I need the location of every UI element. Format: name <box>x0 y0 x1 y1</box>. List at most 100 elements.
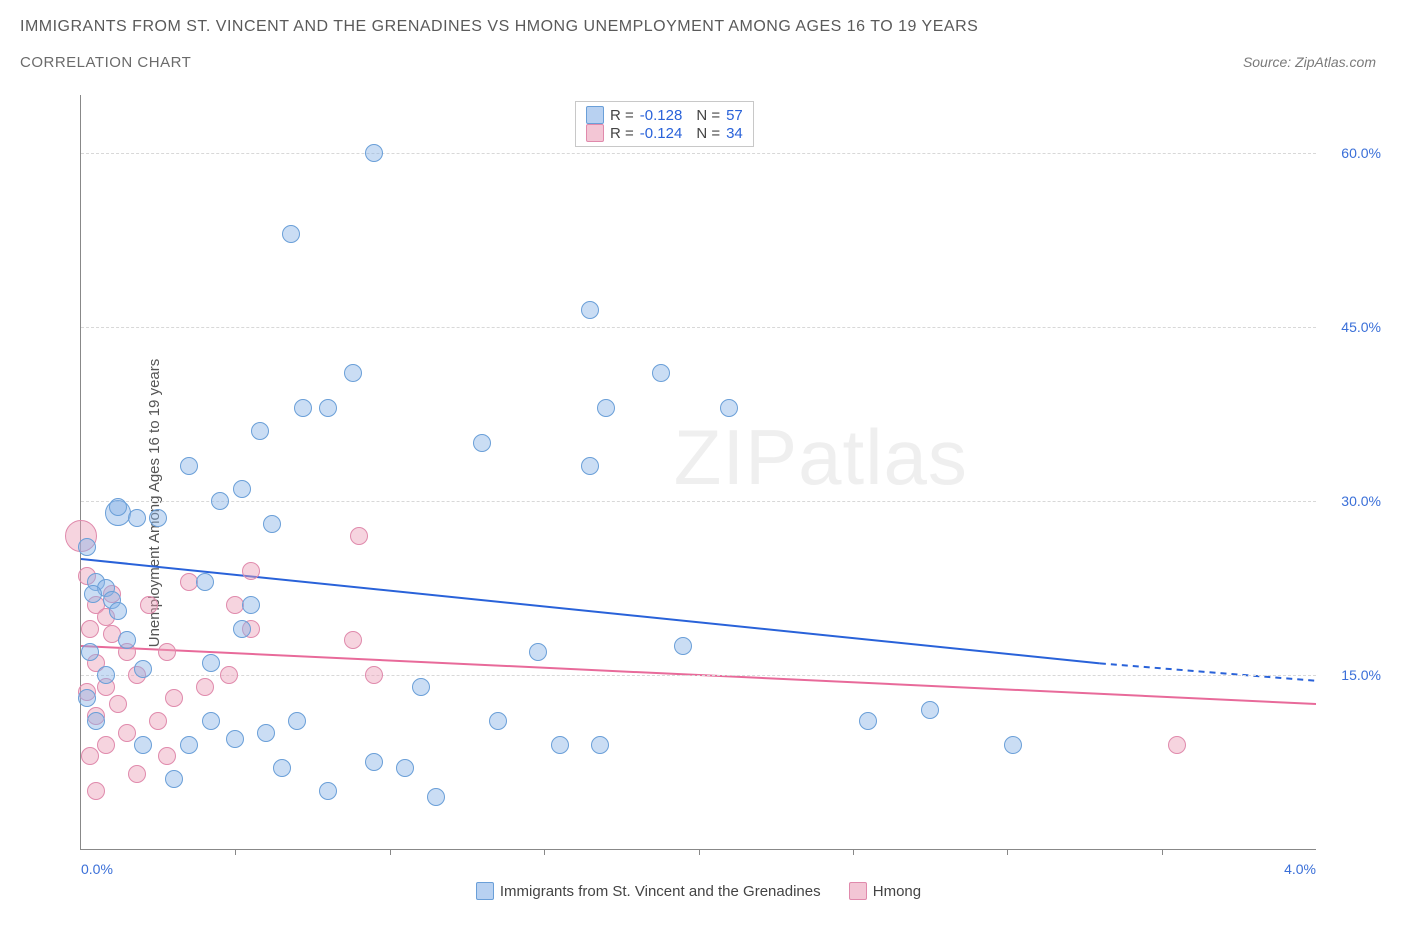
y-tick-label: 30.0% <box>1341 493 1381 509</box>
data-point <box>196 678 214 696</box>
data-point <box>134 660 152 678</box>
data-point <box>365 753 383 771</box>
data-point <box>319 782 337 800</box>
x-tick <box>853 849 854 855</box>
series-label-pink: Hmong <box>873 883 921 900</box>
series-legend-blue: Immigrants from St. Vincent and the Gren… <box>476 882 821 900</box>
data-point <box>87 712 105 730</box>
gridline <box>81 327 1316 328</box>
legend-r-label-1: R = <box>610 125 634 142</box>
data-point <box>1004 736 1022 754</box>
x-tick <box>235 849 236 855</box>
data-point <box>158 643 176 661</box>
data-point <box>581 301 599 319</box>
series-swatch-blue <box>476 882 494 900</box>
data-point <box>149 712 167 730</box>
gridline <box>81 675 1316 676</box>
data-point <box>81 643 99 661</box>
x-tick <box>699 849 700 855</box>
x-tick-label-left: 0.0% <box>81 861 113 877</box>
legend-n-value-0: 57 <box>726 107 743 124</box>
data-point <box>251 422 269 440</box>
gridline <box>81 153 1316 154</box>
legend-r-value-1: -0.124 <box>640 125 683 142</box>
data-point <box>720 399 738 417</box>
data-point <box>128 509 146 527</box>
data-point <box>180 736 198 754</box>
subtitle-row: CORRELATION CHART Source: ZipAtlas.com <box>20 54 1376 71</box>
y-tick-label: 45.0% <box>1341 319 1381 335</box>
data-point <box>242 562 260 580</box>
data-point <box>427 788 445 806</box>
data-point <box>226 730 244 748</box>
x-tick <box>544 849 545 855</box>
y-tick-label: 15.0% <box>1341 667 1381 683</box>
watermark: ZIPatlas <box>674 412 968 503</box>
chart-title: IMMIGRANTS FROM ST. VINCENT AND THE GREN… <box>20 18 1376 36</box>
data-point <box>118 724 136 742</box>
data-point <box>551 736 569 754</box>
data-point <box>134 736 152 754</box>
chart-container: Unemployment Among Ages 16 to 19 years Z… <box>20 95 1386 910</box>
correlation-legend: R = -0.128 N = 57 R = -0.124 N = 34 <box>575 101 754 147</box>
data-point <box>78 689 96 707</box>
data-point <box>288 712 306 730</box>
data-point <box>233 480 251 498</box>
x-tick <box>390 849 391 855</box>
data-point <box>97 736 115 754</box>
data-point <box>81 620 99 638</box>
data-point <box>263 515 281 533</box>
data-point <box>109 695 127 713</box>
data-point <box>220 666 238 684</box>
data-point <box>87 782 105 800</box>
data-point <box>158 747 176 765</box>
legend-swatch-pink <box>586 124 604 142</box>
legend-row-pink: R = -0.124 N = 34 <box>586 124 743 142</box>
data-point <box>365 144 383 162</box>
data-point <box>652 364 670 382</box>
x-tick <box>1007 849 1008 855</box>
data-point <box>1168 736 1186 754</box>
legend-r-value-0: -0.128 <box>640 107 683 124</box>
data-point <box>597 399 615 417</box>
data-point <box>344 364 362 382</box>
legend-r-label-0: R = <box>610 107 634 124</box>
data-point <box>282 225 300 243</box>
data-point <box>242 596 260 614</box>
legend-n-label-1: N = <box>696 125 720 142</box>
data-point <box>921 701 939 719</box>
data-point <box>118 631 136 649</box>
data-point <box>202 712 220 730</box>
data-point <box>350 527 368 545</box>
chart-header: IMMIGRANTS FROM ST. VINCENT AND THE GREN… <box>0 0 1406 71</box>
series-swatch-pink <box>849 882 867 900</box>
gridline <box>81 501 1316 502</box>
series-label-blue: Immigrants from St. Vincent and the Gren… <box>500 883 821 900</box>
data-point <box>81 747 99 765</box>
data-point <box>149 509 167 527</box>
series-legend: Immigrants from St. Vincent and the Gren… <box>81 882 1316 904</box>
data-point <box>365 666 383 684</box>
data-point <box>344 631 362 649</box>
data-point <box>97 666 115 684</box>
data-point <box>78 538 96 556</box>
legend-row-blue: R = -0.128 N = 57 <box>586 106 743 124</box>
data-point <box>529 643 547 661</box>
y-tick-label: 60.0% <box>1341 145 1381 161</box>
data-point <box>84 585 102 603</box>
chart-subtitle: CORRELATION CHART <box>20 54 191 71</box>
data-point <box>202 654 220 672</box>
data-point <box>109 498 127 516</box>
data-point <box>581 457 599 475</box>
data-point <box>257 724 275 742</box>
data-point <box>109 602 127 620</box>
data-point <box>412 678 430 696</box>
legend-swatch-blue <box>586 106 604 124</box>
data-point <box>591 736 609 754</box>
series-legend-pink: Hmong <box>849 882 921 900</box>
legend-n-label-0: N = <box>696 107 720 124</box>
data-point <box>233 620 251 638</box>
data-point <box>180 457 198 475</box>
chart-source: Source: ZipAtlas.com <box>1243 54 1376 70</box>
data-point <box>473 434 491 452</box>
